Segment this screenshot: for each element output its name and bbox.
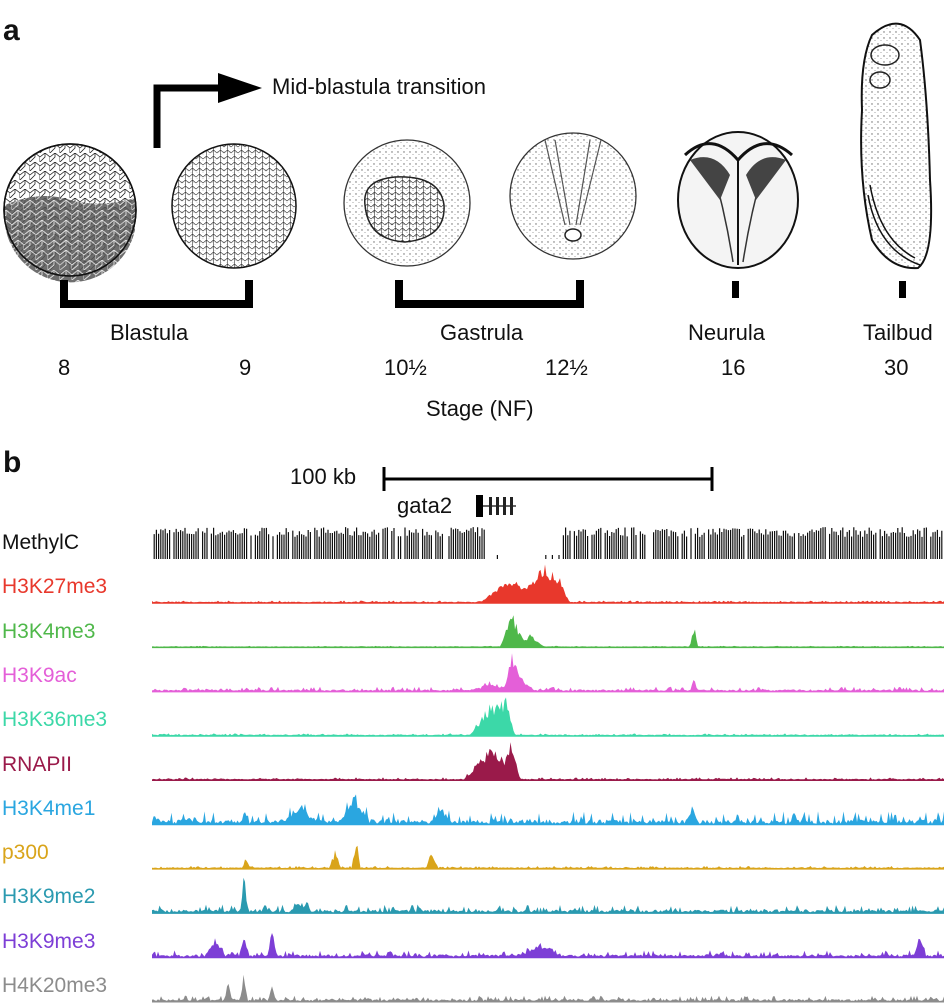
signal-area bbox=[152, 933, 944, 958]
panel-a-label: a bbox=[3, 14, 20, 47]
track-label-h3k4me3: H3K4me3 bbox=[2, 619, 96, 643]
signal-area bbox=[152, 877, 944, 914]
signal-track-h3k9me2 bbox=[152, 877, 944, 914]
stage-number-12-5: 12½ bbox=[545, 355, 588, 380]
embryo-stage9-illustration bbox=[171, 143, 297, 269]
stage-number-8: 8 bbox=[58, 355, 71, 380]
group-label-blastula: Blastula bbox=[110, 320, 189, 345]
signal-area bbox=[152, 794, 944, 825]
track-label-h3k36me3: H3K36me3 bbox=[2, 708, 108, 732]
embryo-stage8-illustration bbox=[3, 143, 137, 283]
track-label-h4k20me3: H4K20me3 bbox=[2, 974, 108, 997]
signal-track-h3k36me3 bbox=[152, 697, 944, 737]
stage-axis-label: Stage (NF) bbox=[426, 396, 534, 421]
mbt-label: Mid-blastula transition bbox=[272, 74, 486, 99]
signal-area bbox=[152, 653, 944, 692]
group-label-tailbud: Tailbud bbox=[863, 320, 933, 345]
track-label-methylc: MethylC bbox=[2, 531, 80, 554]
group-label-neurula: Neurula bbox=[688, 320, 766, 345]
signal-track-methylc bbox=[153, 527, 943, 559]
track-label-h3k4me1: H3K4me1 bbox=[2, 796, 96, 820]
signal-track-p300 bbox=[152, 845, 944, 870]
signal-track-h3k9me3 bbox=[152, 933, 944, 959]
gastrula-bracket bbox=[395, 280, 584, 308]
signal-tracks-layer bbox=[152, 527, 944, 1003]
signal-track-h3k4me3 bbox=[152, 615, 944, 649]
gene-label: gata2 bbox=[397, 493, 453, 518]
tailbud-tick bbox=[899, 281, 906, 298]
signal-track-rnapii bbox=[152, 742, 944, 781]
stage-number-16: 16 bbox=[721, 355, 746, 380]
signal-area bbox=[152, 974, 944, 1002]
embryo-stage12-5-illustration bbox=[509, 132, 637, 260]
neurula-tick bbox=[732, 281, 739, 298]
stage-number-30: 30 bbox=[884, 355, 909, 380]
scale-bar-label: 100 kb bbox=[290, 464, 357, 489]
embryo-neurula-illustration bbox=[677, 131, 799, 269]
stage-number-10-5: 10½ bbox=[384, 355, 427, 380]
mbt-arrow bbox=[153, 73, 262, 148]
blastula-bracket bbox=[60, 280, 253, 308]
signal-area bbox=[152, 564, 944, 604]
signal-area bbox=[152, 742, 944, 781]
track-label-p300: p300 bbox=[2, 841, 49, 865]
track-label-h3k9me2: H3K9me2 bbox=[2, 885, 96, 909]
track-label-rnapii: RNAPII bbox=[2, 752, 73, 776]
scale-bar bbox=[382, 467, 714, 491]
track-label-h3k9me3: H3K9me3 bbox=[2, 929, 96, 953]
signal-area bbox=[152, 615, 944, 648]
signal-track-h3k27me3 bbox=[152, 564, 944, 604]
track-label-h3k9ac: H3K9ac bbox=[2, 663, 77, 687]
track-label-h3k27me3: H3K27me3 bbox=[2, 575, 108, 599]
signal-track-h3k4me1 bbox=[152, 794, 944, 826]
group-label-gastrula: Gastrula bbox=[440, 320, 524, 345]
signal-track-h4k20me3 bbox=[152, 974, 944, 1003]
gene-model bbox=[476, 495, 516, 517]
embryo-tailbud-illustration bbox=[860, 22, 933, 270]
embryo-stage10-5-illustration bbox=[343, 139, 471, 267]
methylc-bars bbox=[153, 527, 943, 559]
panel-b-label: b bbox=[3, 446, 22, 479]
stage-number-9: 9 bbox=[239, 355, 252, 380]
signal-track-h3k9ac bbox=[152, 653, 944, 693]
signal-area bbox=[152, 845, 944, 870]
signal-area bbox=[152, 697, 944, 737]
